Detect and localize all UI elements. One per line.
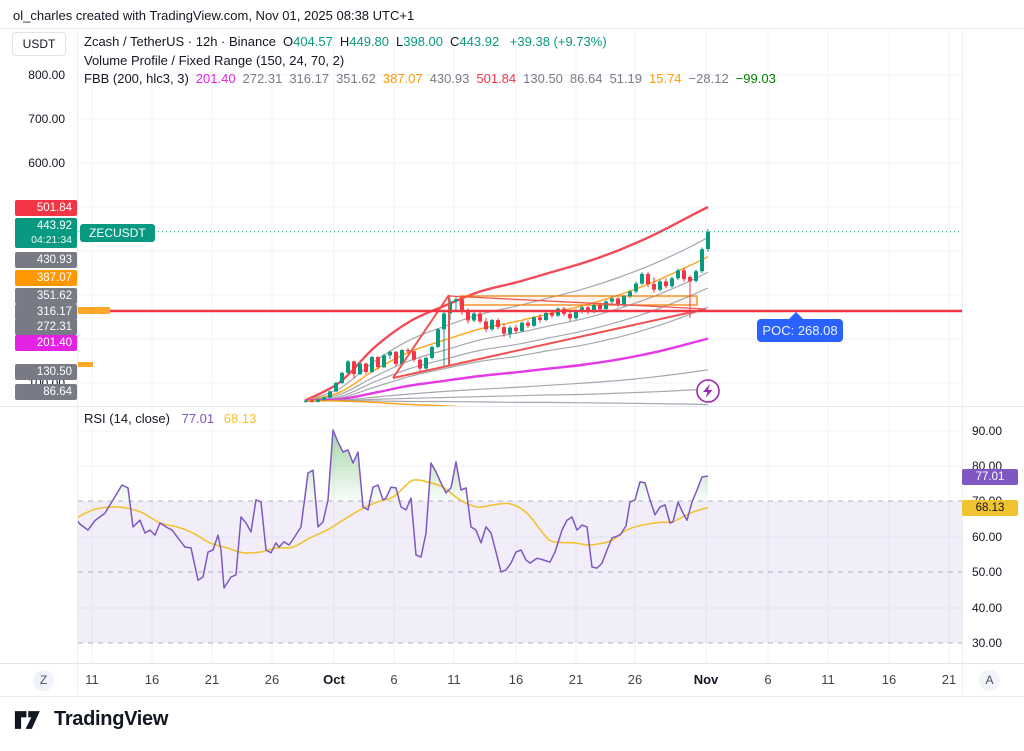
rsi-scale-divider (962, 30, 963, 695)
time-axis-label[interactable]: 6 (764, 672, 772, 687)
price-badge: 86.64 (15, 384, 77, 400)
fbb-bands (304, 205, 709, 406)
time-axis-label[interactable]: 6 (390, 672, 398, 687)
candles (304, 229, 710, 403)
rsi-axis-label: 60.00 (972, 530, 1003, 544)
rsi-ma-line (78, 479, 709, 554)
rsi-legend[interactable]: RSI (14, close) 77.01 68.13 (84, 411, 256, 426)
chart-legend: Zcash / TetherUS · 12h · Binance O404.57 H… (84, 33, 783, 89)
time-axis-label[interactable]: 26 (264, 672, 280, 687)
rsi-axis-label: 50.00 (972, 565, 1003, 579)
price-badge: 272.31 (15, 319, 77, 335)
volume-profile-title[interactable]: Volume Profile / Fixed Range (150, 24, 7… (84, 52, 345, 68)
symbol-title[interactable]: Zcash / TetherUS · 12h · Binance (84, 34, 276, 49)
currency-toggle-button[interactable]: USDT (12, 32, 66, 56)
fbb-value: −99.03 (735, 71, 776, 86)
rsi-axis-label: 40.00 (972, 601, 1003, 615)
price-scale[interactable]: 800.00 700.00 600.00 100.00 501.84 443.92 04:2… (0, 0, 77, 663)
fbb-value: 15.74 (649, 71, 682, 86)
tradingview-logo[interactable]: TradingView (14, 708, 168, 731)
price-axis-label: 800.00 (28, 68, 65, 82)
time-axis-label[interactable]: 16 (508, 672, 524, 687)
time-axis-label[interactable]: 26 (627, 672, 643, 687)
fbb-value: 130.50 (523, 71, 563, 86)
trend-line (392, 308, 707, 379)
fbb-value: 430.93 (429, 71, 470, 86)
timezone-button[interactable]: Z (33, 670, 54, 691)
price-scale-divider (77, 30, 78, 695)
time-axis-label[interactable]: 11 (447, 672, 461, 687)
price-badge: 501.84 (15, 200, 77, 216)
ohlc-l: L398.00 (396, 34, 444, 49)
rsi-line (78, 429, 709, 589)
time-axis-label[interactable]: Oct (323, 672, 345, 687)
time-axis-label[interactable]: 11 (85, 672, 99, 687)
fbb-value: −28.12 (688, 71, 729, 86)
time-axis-label[interactable]: 16 (881, 672, 897, 687)
fbb-value: 86.64 (569, 71, 603, 86)
rsi-ma-value: 68.13 (223, 411, 257, 426)
trend-line (392, 294, 450, 379)
fbb-value: 51.19 (609, 71, 642, 86)
price-badge: 130.50 (15, 364, 77, 380)
symbol-legend-row[interactable]: Zcash / TetherUS · 12h · Binance O404.57 H… (84, 33, 783, 52)
fbb-value: 351.62 (336, 71, 376, 86)
symbol-price-label[interactable]: ZECUSDT (80, 224, 155, 242)
trend-line (448, 295, 707, 310)
price-badge: 430.93 (15, 252, 77, 268)
rsi-axis-label: 30.00 (972, 636, 1003, 650)
price-badge: 201.40 (15, 335, 77, 351)
flash-icon (696, 379, 720, 403)
fbb-value: 316.17 (289, 71, 330, 86)
fbb-value: 387.07 (382, 71, 423, 86)
axis-bottom-divider (0, 696, 1024, 697)
rsi-badge: 68.13 (962, 500, 1018, 516)
price-badge: 316.17 (15, 304, 77, 320)
time-axis-label[interactable]: 21 (204, 672, 220, 687)
price-badge: 443.92 04:21:34 (15, 218, 77, 248)
fbb-title[interactable]: FBB (200, hlc3, 3) (84, 71, 189, 86)
fbb-value: 272.31 (242, 71, 283, 86)
tradingview-logo-icon (14, 710, 40, 729)
header-divider (0, 28, 1024, 29)
rsi-badge: 77.01 (962, 469, 1018, 485)
fbb-legend-row[interactable]: FBB (200, hlc3, 3) 201.40 272.31 316.17 351.… (84, 70, 783, 89)
tradingview-logo-text: TradingView (54, 708, 169, 730)
price-badge: 351.62 (15, 288, 77, 304)
poc-tooltip: POC: 268.08 (757, 312, 843, 342)
ohlc-o: O404.57 (282, 34, 333, 49)
price-badge: 387.07 (15, 270, 77, 286)
ohlc-h: H449.80 (339, 34, 390, 49)
pane-divider[interactable] (0, 406, 1024, 407)
attribution-text: ol_charles created with TradingView.com,… (13, 8, 415, 23)
rsi-axis-label: 90.00 (972, 424, 1003, 438)
volume-profile-bar (78, 362, 93, 367)
time-axis-label[interactable]: 21 (941, 672, 957, 687)
fbb-value: 201.40 (195, 71, 236, 86)
time-axis-label[interactable]: 11 (821, 672, 835, 687)
price-axis-label: 600.00 (28, 156, 65, 170)
time-scale[interactable]: Z A 11 16 21 26 Oct 6 11 16 21 26 Nov 6 11 16 21 (0, 663, 1024, 697)
ohlc-c: C443.92 (450, 34, 500, 49)
auto-scale-button[interactable]: A (979, 670, 1000, 691)
rsi-value: 77.01 (181, 411, 215, 426)
price-axis-label: 700.00 (28, 112, 65, 126)
price-change: +39.38 (+9.73%) (509, 34, 607, 49)
fbb-value: 501.84 (476, 71, 517, 86)
time-axis-label[interactable]: 16 (144, 672, 160, 687)
rsi-title[interactable]: RSI (14, close) (84, 411, 170, 426)
time-axis-label[interactable]: 21 (568, 672, 584, 687)
rsi-overbought-fill (78, 430, 708, 501)
time-axis-label[interactable]: Nov (693, 672, 719, 687)
volume-profile-bar (78, 307, 110, 314)
volume-profile-range-box (459, 295, 698, 306)
volume-profile-legend-row[interactable]: Volume Profile / Fixed Range (150, 24, 7… (84, 52, 783, 71)
